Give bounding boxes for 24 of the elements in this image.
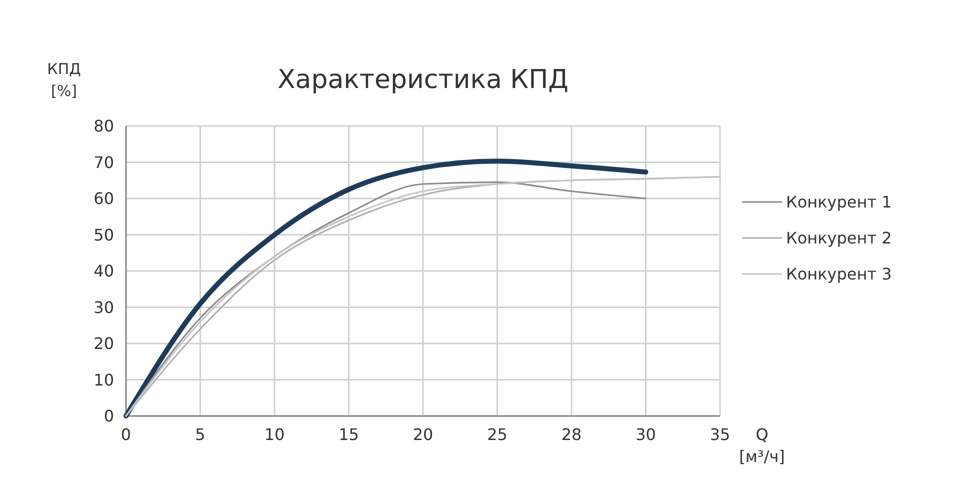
chart-title: Характеристика КПД	[278, 65, 568, 95]
legend-label: Конкурент 2	[786, 228, 892, 248]
x-tick-label: 25	[487, 425, 508, 444]
y-tick-label: 70	[94, 152, 114, 172]
y-tick-label: 10	[94, 370, 114, 390]
x-tick-label: 0	[120, 425, 132, 444]
x-axis-title: Q [м³/ч]	[739, 425, 785, 466]
x-tick-label: 30	[636, 425, 656, 444]
x-tick-label: 28	[561, 425, 582, 444]
legend-label: Конкурент 3	[786, 264, 892, 284]
y-axis-title: КПД [%]	[47, 60, 81, 100]
x-tick-label: 10	[264, 425, 285, 444]
x-tick-label: 35	[710, 425, 730, 444]
y-tick-label: 20	[94, 334, 114, 354]
y-tick-label: 30	[94, 298, 114, 317]
y-tick-label: 80	[94, 116, 114, 136]
x-tick-label: 20	[412, 425, 434, 444]
legend-label: Конкурент 1	[786, 192, 892, 212]
y-tick-label: 60	[94, 189, 114, 208]
y-tick-label: 50	[94, 225, 114, 244]
x-tick-label: 15	[338, 425, 359, 444]
y-tick-label: 0	[104, 406, 114, 426]
x-tick-label: 5	[195, 425, 206, 444]
y-tick-label: 40	[94, 262, 114, 281]
